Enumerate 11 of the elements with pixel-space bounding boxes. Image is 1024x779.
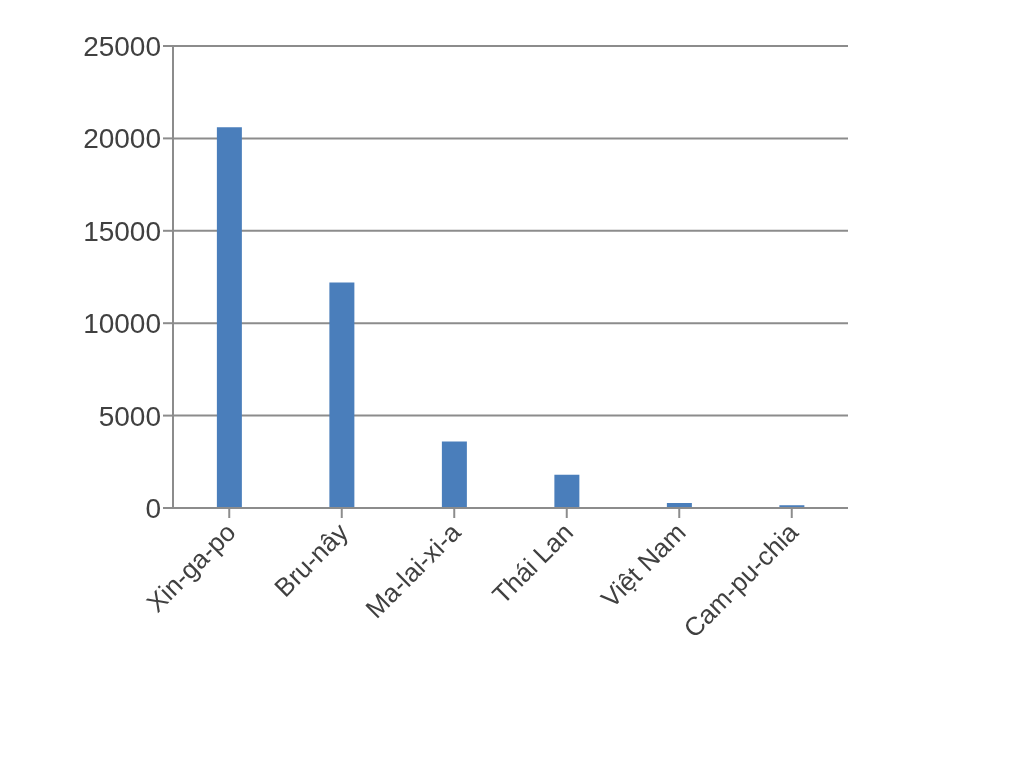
bar: [554, 474, 580, 508]
bar: [216, 127, 242, 508]
y-tick-label: 5000: [98, 400, 161, 432]
y-tick-label: 25000: [83, 30, 161, 62]
y-tick-label: 10000: [83, 308, 161, 340]
y-tick-label: 0: [145, 492, 161, 524]
x-tick-label: Thái Lan: [486, 517, 579, 610]
bar: [441, 441, 467, 508]
y-tick-label: 15000: [83, 215, 161, 247]
bar: [329, 282, 355, 508]
y-tick-label: 20000: [83, 123, 161, 155]
